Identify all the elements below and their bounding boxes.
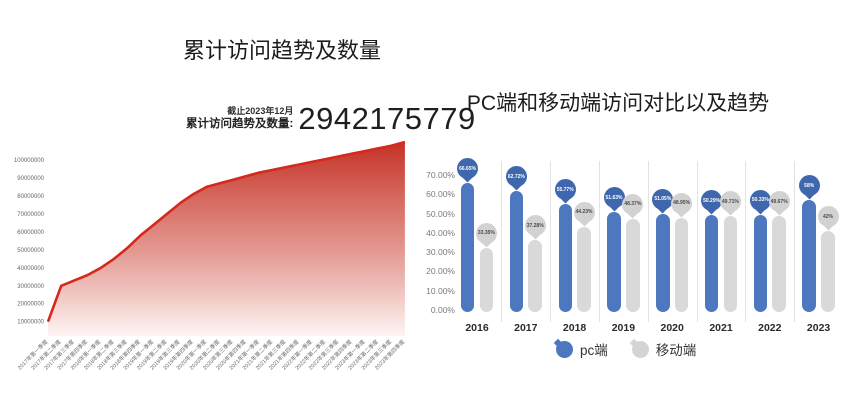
value-balloon-label: 58% — [798, 175, 820, 197]
x-axis-year-label: 2023 — [806, 322, 831, 334]
pc-bar-2018[interactable] — [558, 204, 572, 312]
right-y-axis-label: 50.00% — [426, 208, 455, 219]
group-separator-line — [794, 161, 796, 322]
left-y-axis-label: 70000000 — [17, 212, 44, 218]
left-y-axis-label: 30000000 — [17, 284, 44, 290]
right-chart-title: PC端和移动端访问对比以及趋势 — [466, 92, 770, 115]
x-axis-year-label: 2022 — [758, 322, 782, 334]
value-balloon-label: 51.63% — [603, 187, 625, 209]
value-balloon-label: 66.65% — [457, 158, 479, 180]
mobile-legend-label: 移动端 — [655, 343, 697, 358]
mobile-bar-2017[interactable] — [528, 240, 542, 312]
cumulative-total-block: 截止2023年12月 累计访问趋势及数量: 2942175779 — [186, 103, 476, 134]
pc-bar-2016[interactable] — [460, 183, 475, 312]
value-balloon-label: 50.29% — [701, 190, 723, 211]
pc-bar-2019[interactable] — [607, 212, 621, 312]
pc-legend-label: pc端 — [580, 343, 608, 358]
value-balloon-label: 48.95% — [671, 192, 693, 214]
left-y-axis-label: 50000000 — [17, 248, 44, 254]
mobile-bar-2023[interactable] — [821, 231, 835, 312]
x-axis-year-label: 2017 — [514, 322, 538, 334]
mobile-bar-2022[interactable] — [772, 216, 786, 312]
x-axis-year-label: 2016 — [465, 322, 489, 334]
cumulative-area-chart: 10000000 20000000 30000000 40000000 50000000… — [14, 140, 407, 372]
left-y-axis-label: 100000000 — [14, 158, 45, 164]
value-balloon-label: 48.37% — [622, 193, 644, 215]
value-balloon-label: 50.33% — [749, 189, 771, 211]
pc-bar-2022[interactable] — [753, 214, 768, 312]
legend-item-pc[interactable]: pc端 — [553, 338, 608, 359]
mobile-bar-2020[interactable] — [674, 217, 689, 312]
value-balloon-label: 49.71% — [719, 191, 741, 213]
group-separator-line — [501, 161, 503, 322]
mobile-legend-drop-icon — [629, 338, 649, 358]
x-axis-year-label: 2019 — [611, 322, 636, 334]
group-separator-line — [647, 161, 649, 322]
cumulative-total-value: 2942175779 — [298, 101, 476, 136]
legend-item-mobile[interactable]: 移动端 — [629, 338, 697, 359]
value-balloon-label: 37.28% — [524, 215, 546, 237]
pc-bar-2021[interactable] — [704, 215, 719, 312]
cumulative-total-label: 累计访问趋势及数量: — [186, 118, 294, 130]
value-balloon-label: 49.67% — [768, 191, 790, 213]
left-y-axis-label: 60000000 — [17, 230, 44, 236]
left-y-axis-label: 40000000 — [17, 266, 44, 272]
value-balloon-label: 44.23% — [573, 201, 595, 223]
pc-legend-drop-icon — [553, 338, 573, 358]
mobile-bar-2018[interactable] — [577, 226, 591, 312]
value-balloon-label: 33.35% — [475, 222, 497, 244]
x-axis-year-label: 2020 — [660, 322, 684, 334]
right-y-axis-label: 60.00% — [426, 189, 455, 200]
pc-bar-2023[interactable] — [802, 200, 816, 312]
x-axis-year-label: 2018 — [562, 322, 587, 334]
right-y-axis-label: 0.00% — [430, 305, 455, 315]
x-axis-year-label: 2021 — [709, 322, 733, 334]
pc-bar-2017[interactable] — [509, 191, 524, 312]
left-y-axis-label: 10000000 — [17, 320, 44, 326]
group-separator-line — [696, 161, 698, 322]
right-y-axis-label: 20.00% — [426, 266, 455, 277]
right-y-axis-label: 30.00% — [426, 247, 455, 258]
value-balloon-label: 55.77% — [554, 179, 576, 201]
group-separator-line — [550, 161, 552, 322]
as-of-date-label: 截止2023年12月 — [227, 106, 294, 116]
right-y-axis-label: 10.00% — [426, 285, 455, 296]
value-balloon-label: 42% — [817, 206, 839, 227]
chart-legend: pc端 移动端 — [553, 338, 697, 359]
cumulative-line[interactable] — [46, 140, 406, 323]
left-y-axis-label: 90000000 — [17, 176, 44, 182]
group-separator-line — [599, 161, 600, 322]
mobile-bar-2019[interactable] — [626, 218, 640, 312]
cumulative-area[interactable] — [48, 142, 405, 336]
mobile-bar-2016[interactable] — [479, 247, 494, 312]
value-balloon-label: 62.72% — [505, 166, 527, 187]
right-y-axis-label: 70.00% — [426, 169, 455, 180]
right-y-axis-label: 40.00% — [426, 227, 455, 238]
group-separator-line — [745, 161, 747, 322]
pc-bar-2020[interactable] — [656, 213, 670, 312]
value-balloon-label: 51.05% — [652, 188, 674, 210]
left-y-axis-label: 20000000 — [17, 302, 44, 308]
left-chart-title: 累计访问趋势及数量 — [182, 38, 382, 63]
mobile-bar-2021[interactable] — [723, 216, 738, 312]
left-y-axis-label: 80000000 — [17, 194, 44, 200]
